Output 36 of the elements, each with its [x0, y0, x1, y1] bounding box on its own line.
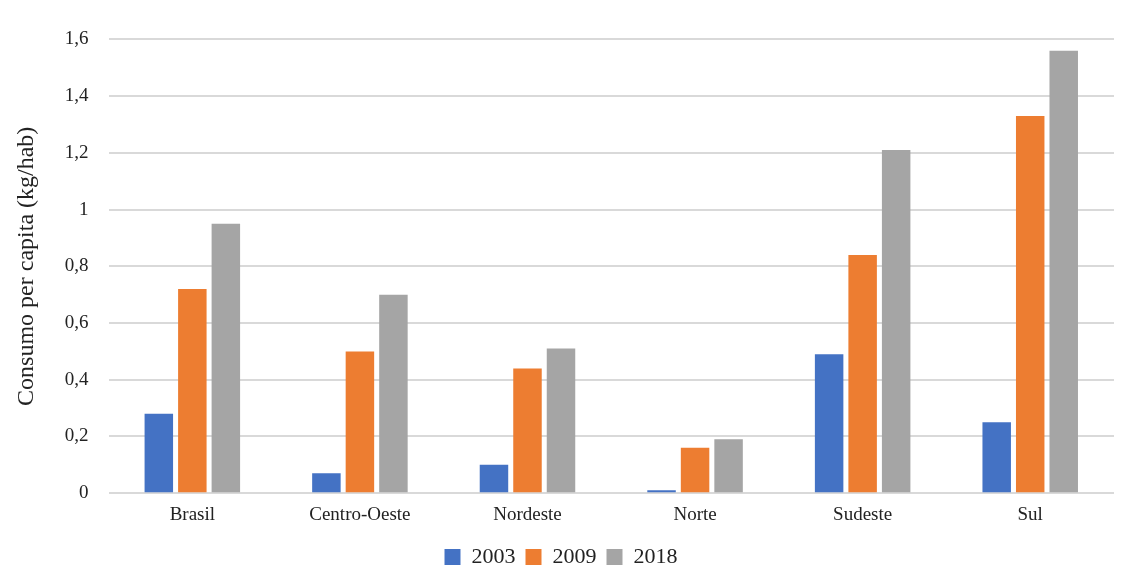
y-tick-label: 1,6	[64, 27, 89, 49]
bar	[546, 348, 576, 493]
y-tick-label: 1	[79, 197, 89, 219]
legend-label: 2003	[471, 542, 516, 568]
x-tick-label: Brasil	[169, 502, 216, 524]
legend-label: 2018	[633, 542, 678, 568]
y-axis-title: Consumo per capita (kg/hab)	[11, 126, 38, 406]
y-tick-label: 0,8	[64, 254, 89, 276]
bar	[982, 422, 1011, 493]
bar	[513, 368, 542, 493]
bar	[714, 439, 743, 493]
bar	[1049, 50, 1078, 493]
x-tick-label: Sudeste	[833, 502, 893, 524]
bar	[345, 351, 375, 493]
bar	[144, 413, 174, 493]
y-tick-label: 1,2	[64, 140, 89, 162]
bar	[379, 294, 408, 493]
bar	[178, 288, 207, 493]
bar	[814, 354, 844, 493]
x-tick-label: Nordeste	[493, 502, 562, 524]
bar	[881, 150, 911, 493]
y-tick-label: 0,4	[64, 367, 90, 389]
legend-label: 2009	[552, 542, 597, 568]
y-tick-label: 0,6	[64, 311, 89, 333]
bar	[1015, 115, 1045, 493]
x-tick-label: Centro-Oeste	[309, 502, 411, 524]
bar	[680, 447, 710, 493]
x-tick-label: Sul	[1017, 502, 1043, 524]
bar	[312, 473, 341, 493]
bar	[211, 223, 241, 493]
bar	[848, 254, 877, 493]
x-tick-label: Norte	[673, 502, 717, 524]
y-tick-label: 0,2	[64, 424, 89, 446]
y-tick-label: 1,4	[64, 84, 90, 106]
bar	[479, 464, 509, 493]
y-tick-label: 0	[79, 481, 89, 503]
